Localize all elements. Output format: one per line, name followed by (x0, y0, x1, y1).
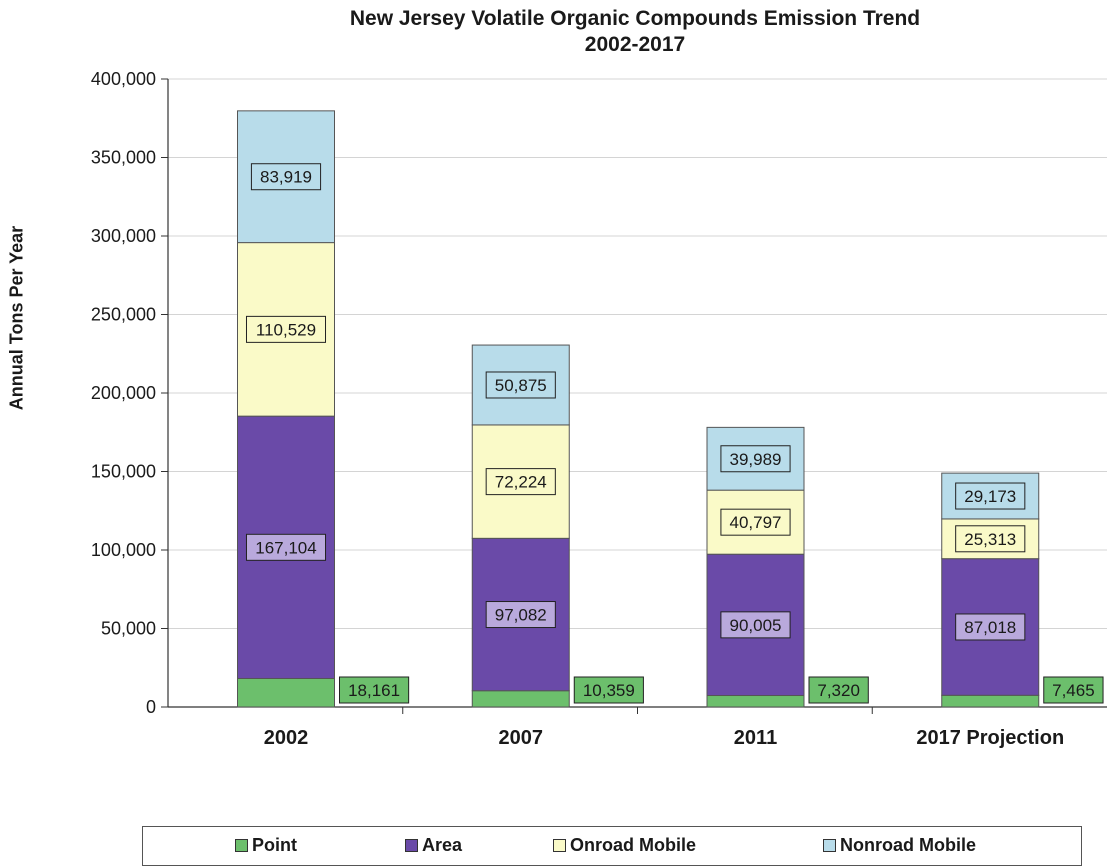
y-tick-label: 0 (146, 697, 156, 717)
data-label-box (955, 482, 1026, 510)
legend-label-nonroad-mobile: Nonroad Mobile (840, 835, 976, 855)
x-tick-label: 2007 (499, 727, 544, 749)
y-tick-label: 250,000 (91, 305, 156, 325)
data-label-box (955, 613, 1026, 641)
chart-title-line2: 2002-2017 (584, 33, 686, 56)
bar-segment (237, 677, 335, 708)
data-label: 29,173 (964, 487, 1016, 506)
data-label-box (485, 468, 556, 496)
legend-item-point: Point (235, 835, 297, 856)
data-label-box (339, 676, 410, 704)
legend-swatch-point (235, 839, 248, 852)
y-tick-label: 50,000 (101, 619, 156, 639)
data-label: 50,875 (495, 376, 547, 395)
data-label-box (245, 533, 327, 561)
y-tick-label: 100,000 (91, 540, 156, 560)
legend-label-area: Area (422, 835, 463, 855)
data-label: 10,359 (583, 681, 635, 700)
data-label: 110,529 (256, 320, 316, 339)
data-label: 7,465 (1052, 681, 1095, 700)
y-tick-label: 400,000 (91, 69, 156, 89)
legend-item-onroad-mobile: Onroad Mobile (553, 835, 696, 856)
data-label-box (250, 163, 322, 191)
data-label-box (485, 371, 556, 399)
y-tick-label: 300,000 (91, 226, 156, 246)
data-label-box (720, 611, 791, 639)
data-label-box (720, 445, 791, 473)
data-label: 83,919 (260, 168, 312, 187)
data-label-box (955, 525, 1026, 553)
y-tick-label: 350,000 (91, 148, 156, 168)
bar-segment (706, 695, 805, 708)
chart-title-line1: New Jersey Volatile Organic Compounds Em… (349, 7, 921, 30)
bar-segment (941, 694, 1040, 708)
legend-label-point: Point (252, 835, 297, 855)
data-label: 7,320 (817, 681, 860, 700)
data-label: 40,797 (730, 513, 782, 532)
data-label-box (1043, 676, 1104, 704)
data-label: 87,018 (964, 618, 1016, 637)
y-tick-label: 200,000 (91, 383, 156, 403)
chart-plot: 0 50,000 100,000 150,000 200,000 250,000 300,0… (91, 69, 1107, 749)
data-label-box (485, 601, 556, 629)
x-tick-label: 2002 (264, 727, 309, 749)
data-label: 97,082 (495, 606, 547, 625)
legend-swatch-onroad-mobile (553, 839, 566, 852)
data-label: 18,161 (348, 681, 400, 700)
x-tick-label: 2017 Projection (916, 727, 1064, 749)
legend-item-nonroad-mobile: Nonroad Mobile (823, 835, 976, 856)
legend: Point Area Onroad Mobile Nonroad Mobile (142, 826, 1082, 866)
x-tick-label: 2011 (734, 727, 777, 749)
data-label-box (573, 676, 644, 704)
legend-label-onroad-mobile: Onroad Mobile (570, 835, 696, 855)
data-label: 167,104 (255, 538, 316, 557)
data-label: 25,313 (964, 530, 1016, 549)
y-tick-label: 150,000 (91, 462, 156, 482)
chart-title: New Jersey Volatile Organic Compounds Em… (170, 6, 1100, 58)
legend-swatch-nonroad-mobile (823, 839, 836, 852)
data-label-box (245, 315, 327, 343)
data-label: 72,224 (495, 473, 547, 492)
data-label-box (808, 676, 869, 704)
data-label-box (720, 508, 791, 536)
data-label: 90,005 (730, 616, 782, 635)
legend-item-area: Area (405, 835, 462, 856)
legend-swatch-area (405, 839, 418, 852)
bar-segment (471, 690, 570, 708)
data-label: 39,989 (730, 450, 782, 469)
